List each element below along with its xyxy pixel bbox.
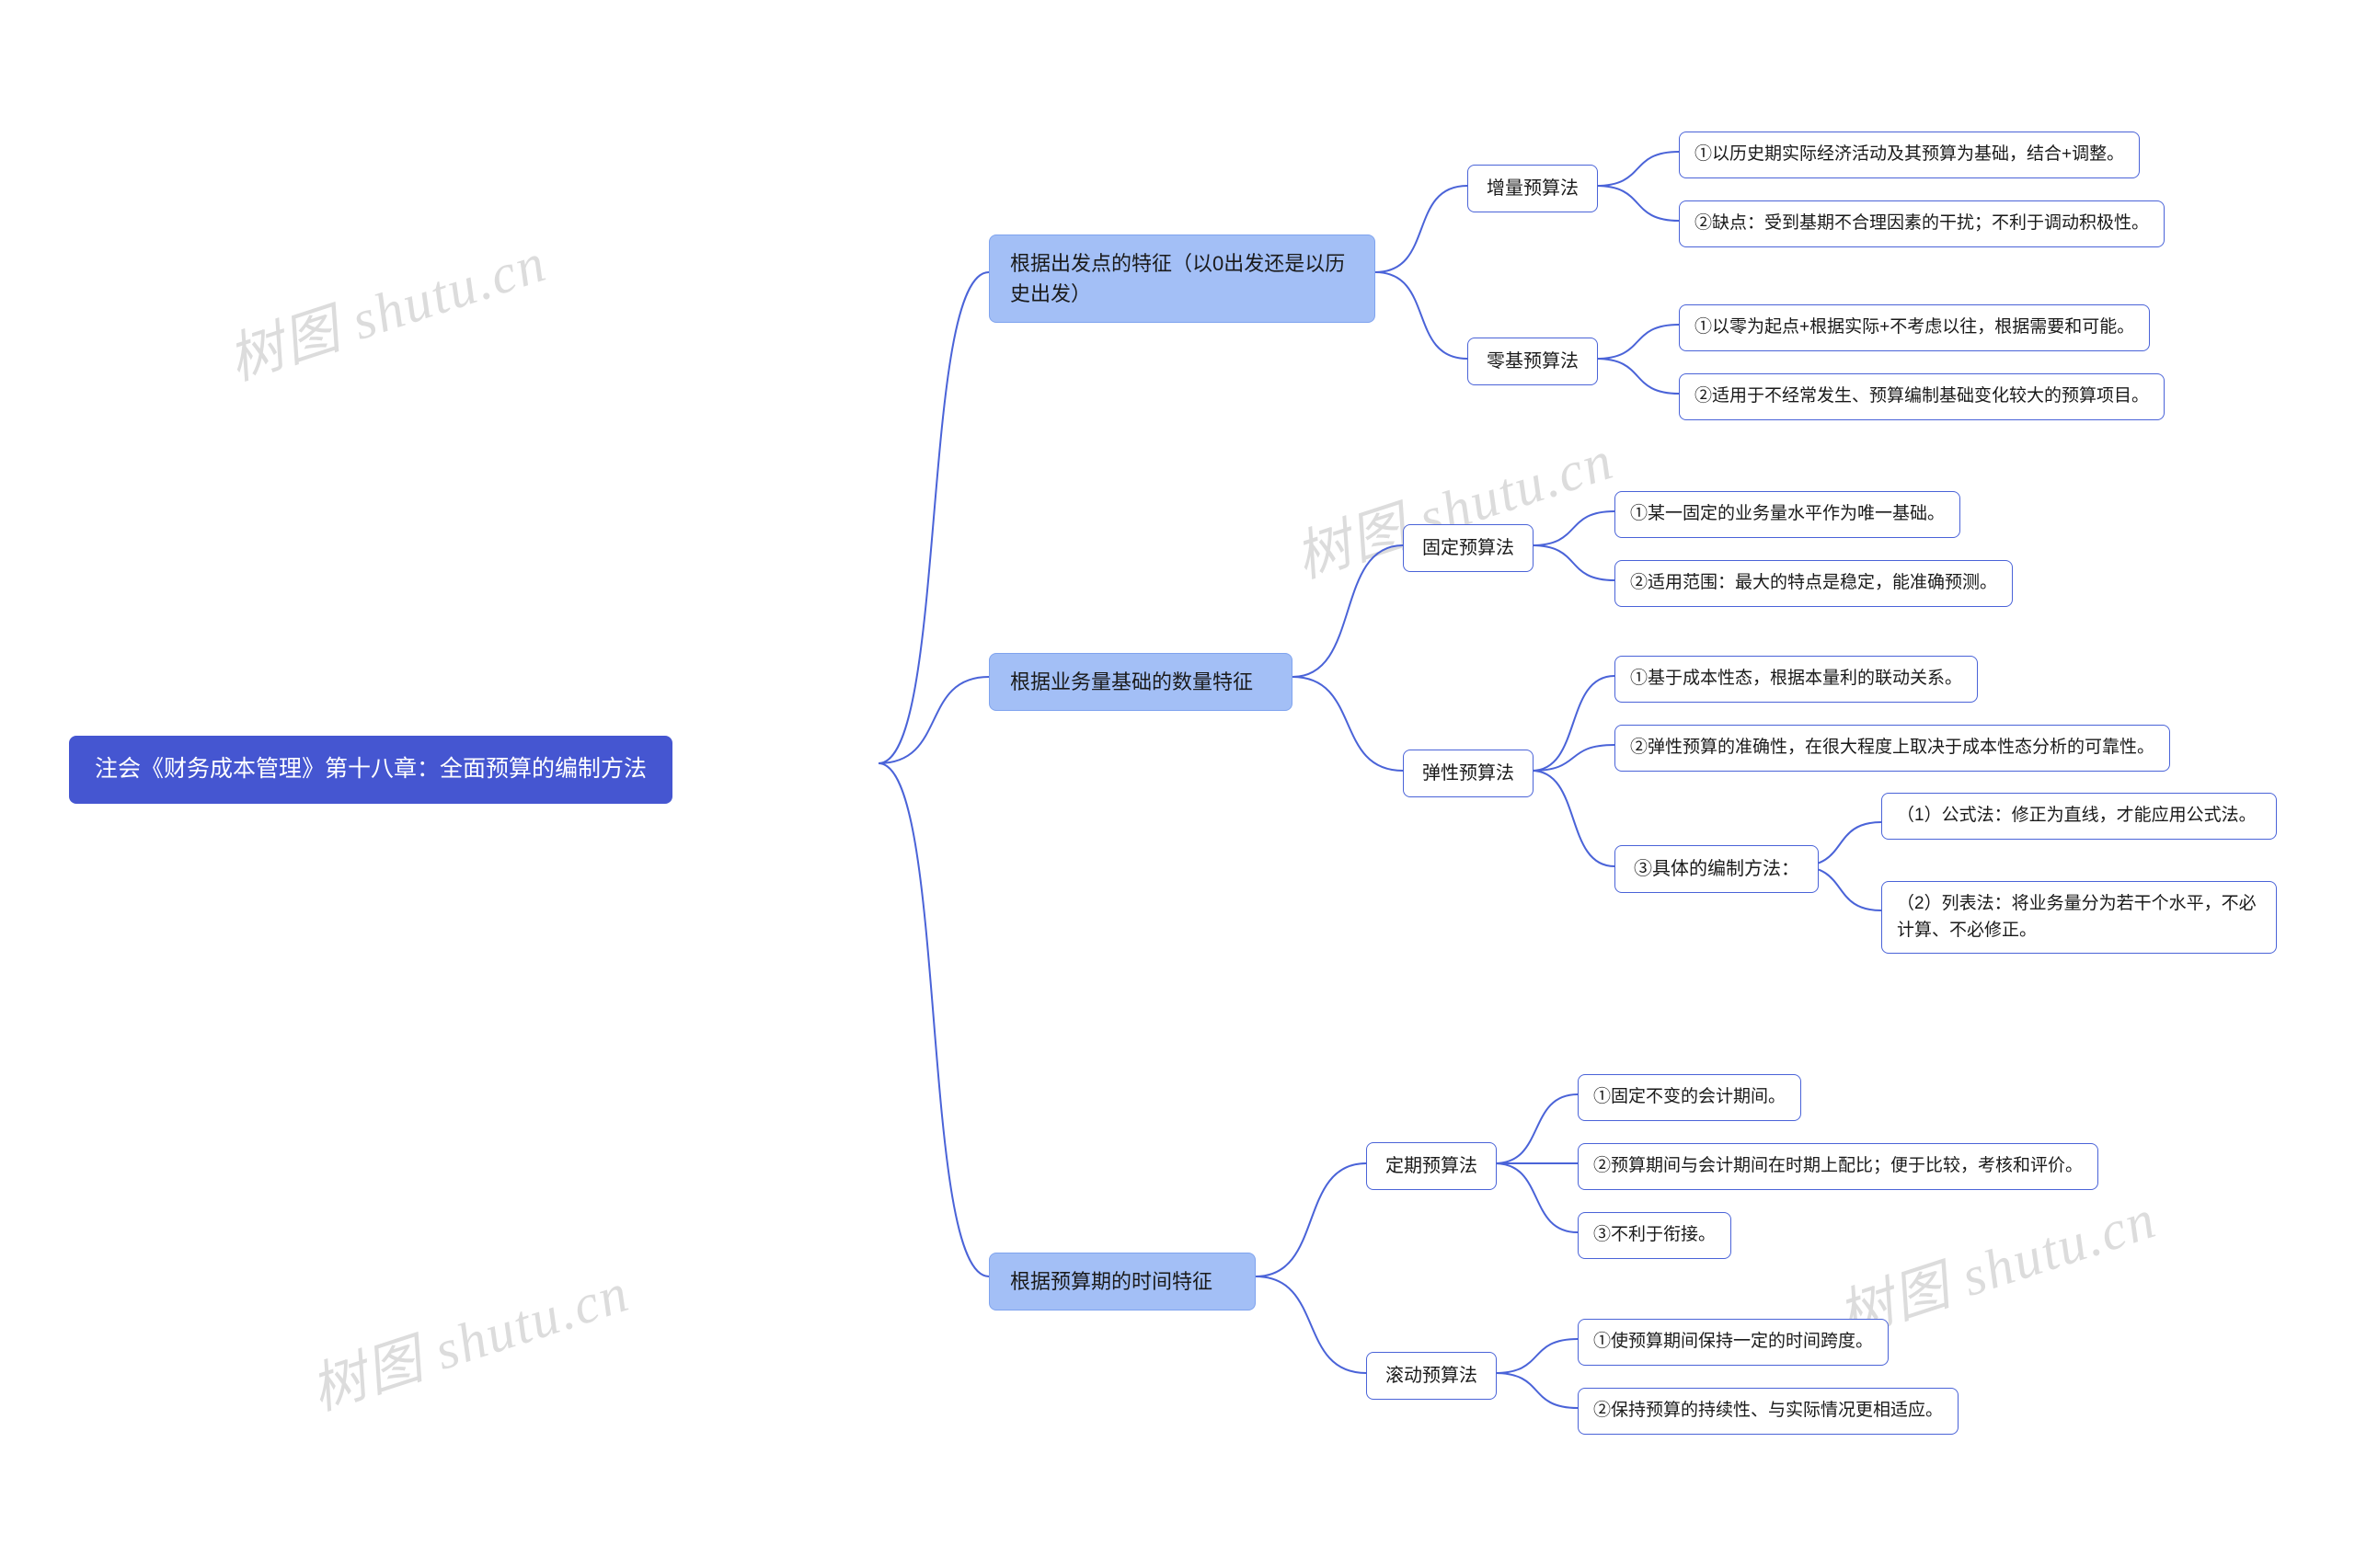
method-incremental[interactable]: 增量预算法: [1467, 165, 1598, 212]
leaf-label: ②预算期间与会计期间在时期上配比；便于比较，考核和评价。: [1593, 1153, 2083, 1180]
branch-time-period[interactable]: 根据预算期的时间特征: [989, 1253, 1256, 1310]
leaf-label: （2）列表法：将业务量分为若干个水平，不必计算、不必修正。: [1897, 891, 2261, 944]
leaf-node[interactable]: ①以零为起点+根据实际+不考虑以往，根据需要和可能。: [1679, 304, 2150, 351]
leaf-label: ①基于成本性态，根据本量利的联动关系。: [1630, 666, 1962, 692]
leaf-label: （1）公式法：修正为直线，才能应用公式法。: [1897, 803, 2261, 830]
branch-volume-basis[interactable]: 根据业务量基础的数量特征: [989, 653, 1292, 711]
method-zero-base[interactable]: 零基预算法: [1467, 338, 1598, 385]
leaf-node[interactable]: ③不利于衔接。: [1578, 1212, 1731, 1259]
leaf-node[interactable]: ②弹性预算的准确性，在很大程度上取决于成本性态分析的可靠性。: [1614, 725, 2170, 772]
method-fixed-budget[interactable]: 固定预算法: [1403, 524, 1534, 572]
leaf-node[interactable]: ②适用范围：最大的特点是稳定，能准确预测。: [1614, 560, 2013, 607]
leaf-label: ③不利于衔接。: [1593, 1222, 1716, 1249]
method-label: 零基预算法: [1487, 348, 1579, 375]
method-label: 滚动预算法: [1385, 1362, 1477, 1390]
branch-starting-point[interactable]: 根据出发点的特征（以0出发还是以历史出发）: [989, 235, 1375, 323]
leaf-node[interactable]: ②适用于不经常发生、预算编制基础变化较大的预算项目。: [1679, 373, 2165, 420]
leaf-node[interactable]: （2）列表法：将业务量分为若干个水平，不必计算、不必修正。: [1881, 881, 2277, 954]
leaf-node[interactable]: （1）公式法：修正为直线，才能应用公式法。: [1881, 793, 2277, 840]
leaf-label: ②适用于不经常发生、预算编制基础变化较大的预算项目。: [1694, 383, 2149, 410]
method-flexible-budget[interactable]: 弹性预算法: [1403, 750, 1534, 797]
method-label: 弹性预算法: [1422, 760, 1514, 787]
leaf-node[interactable]: ①以历史期实际经济活动及其预算为基础，结合+调整。: [1679, 132, 2140, 178]
leaf-node[interactable]: ①某一固定的业务量水平作为唯一基础。: [1614, 491, 1960, 538]
leaf-label: ②弹性预算的准确性，在很大程度上取决于成本性态分析的可靠性。: [1630, 735, 2154, 761]
leaf-node[interactable]: ②缺点：受到基期不合理因素的干扰；不利于调动积极性。: [1679, 200, 2165, 247]
watermark: 树图 shutu.cn: [299, 1248, 638, 1426]
leaf-label: ②适用范围：最大的特点是稳定，能准确预测。: [1630, 570, 1997, 597]
leaf-node[interactable]: ①基于成本性态，根据本量利的联动关系。: [1614, 656, 1978, 703]
method-label: 增量预算法: [1487, 175, 1579, 202]
subgroup-compilation-methods[interactable]: ③具体的编制方法：: [1614, 845, 1819, 893]
leaf-node[interactable]: ①固定不变的会计期间。: [1578, 1074, 1801, 1121]
leaf-label: ②保持预算的持续性、与实际情况更相适应。: [1593, 1398, 1943, 1425]
mindmap-root[interactable]: 注会《财务成本管理》第十八章：全面预算的编制方法: [69, 736, 672, 804]
branch-label: 根据预算期的时间特征: [1010, 1266, 1235, 1297]
leaf-label: ①以零为起点+根据实际+不考虑以往，根据需要和可能。: [1694, 315, 2134, 341]
subgroup-label: ③具体的编制方法：: [1634, 855, 1799, 883]
leaf-node[interactable]: ②预算期间与会计期间在时期上配比；便于比较，考核和评价。: [1578, 1143, 2098, 1190]
method-rolling-budget[interactable]: 滚动预算法: [1366, 1352, 1497, 1400]
method-label: 固定预算法: [1422, 534, 1514, 562]
leaf-label: ①某一固定的业务量水平作为唯一基础。: [1630, 501, 1945, 528]
leaf-label: ①固定不变的会计期间。: [1593, 1084, 1786, 1111]
leaf-node[interactable]: ②保持预算的持续性、与实际情况更相适应。: [1578, 1388, 1959, 1435]
leaf-label: ①使预算期间保持一定的时间跨度。: [1593, 1329, 1873, 1356]
root-label: 注会《财务成本管理》第十八章：全面预算的编制方法: [95, 752, 647, 787]
watermark: 树图 shutu.cn: [216, 218, 555, 396]
leaf-node[interactable]: ①使预算期间保持一定的时间跨度。: [1578, 1319, 1889, 1366]
method-periodic-budget[interactable]: 定期预算法: [1366, 1142, 1497, 1190]
leaf-label: ②缺点：受到基期不合理因素的干扰；不利于调动积极性。: [1694, 211, 2149, 237]
leaf-label: ①以历史期实际经济活动及其预算为基础，结合+调整。: [1694, 142, 2124, 168]
method-label: 定期预算法: [1385, 1152, 1477, 1180]
branch-label: 根据业务量基础的数量特征: [1010, 667, 1271, 697]
branch-label: 根据出发点的特征（以0出发还是以历史出发）: [1010, 248, 1354, 309]
